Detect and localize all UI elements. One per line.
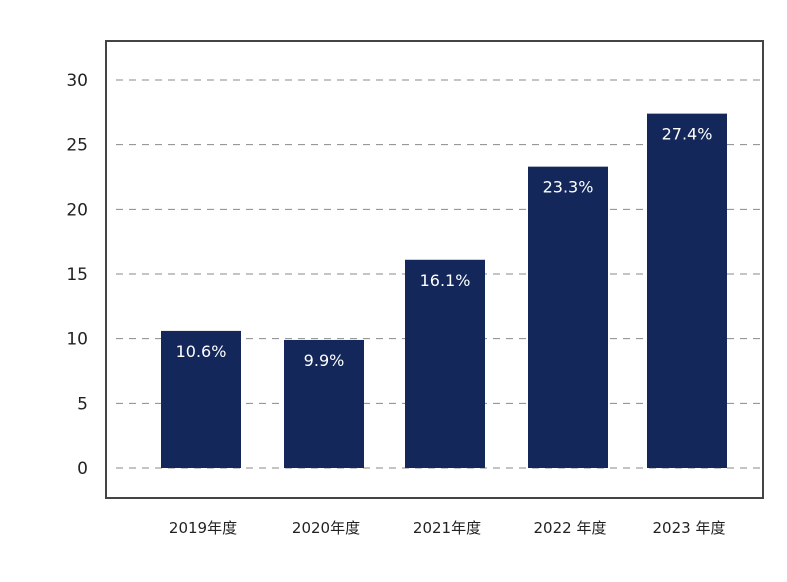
data-label: 23.3% [543, 178, 594, 197]
x-tick-label: 2019年度 [169, 519, 237, 537]
x-axis-ticks: 2019年度 2020年度 2021年度 2022 年度 2023 年度 [169, 519, 726, 537]
y-tick-label: 20 [66, 200, 88, 220]
x-tick-label: 2021年度 [413, 519, 481, 537]
y-tick-label: 25 [66, 136, 88, 156]
y-tick-label: 0 [77, 459, 88, 479]
x-tick-label: 2023 年度 [653, 519, 726, 537]
bar [284, 339, 364, 468]
y-tick-label: 30 [66, 71, 88, 91]
data-label: 9.9% [304, 351, 345, 370]
plot-frame [105, 40, 764, 499]
x-tick-label: 2022 年度 [534, 519, 607, 537]
x-tick-label: 2020年度 [292, 519, 360, 537]
y-tick-label: 10 [66, 330, 88, 350]
bars: 10.6% 9.9% 16.1% 23.3% 27.4% [161, 113, 727, 469]
data-label: 16.1% [420, 271, 471, 290]
bar [647, 113, 727, 469]
bar [405, 259, 485, 468]
bar [528, 166, 608, 469]
y-tick-label: 15 [66, 265, 88, 285]
data-label: 10.6% [176, 342, 227, 361]
data-label: 27.4% [662, 125, 713, 144]
y-tick-label: 5 [77, 394, 88, 414]
bar [161, 330, 241, 468]
y-axis-ticks: 0 5 10 15 20 25 30 [66, 71, 88, 479]
